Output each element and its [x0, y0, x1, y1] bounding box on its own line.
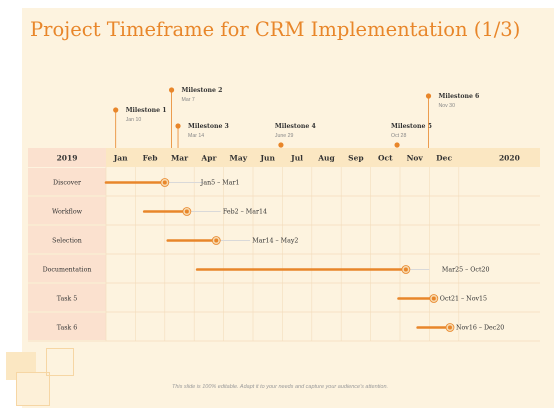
task-label-cell [28, 168, 106, 195]
year-start-label: 2019 [57, 154, 78, 163]
page-title: Project Timeframe for CRM Implementation… [30, 18, 521, 41]
task-name: Workflow [52, 209, 83, 216]
milestone-dot [394, 142, 400, 148]
milestone-date: Nov 30 [439, 103, 456, 109]
task-label-cell [28, 284, 106, 311]
task-end-dot [403, 267, 408, 272]
task-end-dot [447, 325, 452, 330]
month-label-feb: Feb [143, 154, 158, 163]
task-name: Selection [52, 238, 82, 245]
task-label-cell [28, 255, 106, 282]
task-range-label: Oct21 – Nov15 [440, 296, 487, 303]
task-range-label: Jan5 – Mar1 [200, 180, 240, 187]
month-label-nov: Nov [407, 154, 424, 163]
decorative-square-outline [46, 348, 74, 376]
task-range-label: Mar25 – Oct20 [442, 267, 490, 274]
month-label-may: May [230, 154, 248, 163]
milestone-dot [425, 93, 432, 99]
month-label-dec: Dec [436, 154, 452, 163]
milestone-date: Mar 7 [182, 97, 195, 103]
decorative-square [16, 372, 50, 406]
month-label-mar: Mar [171, 154, 189, 163]
task-name: Documentation [43, 267, 92, 274]
task-name: Discover [53, 180, 82, 187]
milestone-title: Milestone 5 [391, 123, 432, 130]
task-label-cell [28, 197, 106, 224]
timeline-header-band [28, 148, 540, 167]
task-end-dot [184, 209, 189, 214]
milestone-dot [113, 107, 119, 113]
task-range-label: Mar14 – May2 [252, 238, 298, 245]
month-label-jun: Jun [259, 154, 275, 163]
milestone-title: Milestone 2 [182, 87, 223, 94]
milestone-dot [175, 123, 181, 129]
milestone-title: Milestone 1 [126, 107, 167, 114]
month-label-aug: Aug [317, 154, 335, 163]
milestone-date: Jan 10 [126, 117, 142, 123]
milestone-title: Milestone 3 [188, 123, 229, 130]
month-label-jan: Jan [113, 154, 128, 163]
milestone-dot [278, 142, 284, 148]
task-name: Task 6 [57, 325, 78, 332]
milestone-date: June 29 [275, 133, 294, 139]
month-label-oct: Oct [378, 154, 393, 163]
month-label-sep: Sep [348, 154, 363, 163]
month-label-jul: Jul [290, 154, 303, 163]
milestone-date: Oct 28 [391, 133, 406, 139]
task-range-label: Nov16 – Dec20 [456, 325, 504, 332]
milestone-title: Milestone 6 [439, 93, 480, 100]
year-start-cell [28, 148, 106, 167]
milestone-date: Mar 14 [188, 133, 204, 139]
task-name: Task 5 [57, 296, 78, 303]
milestone-title: Milestone 4 [275, 123, 317, 130]
task-label-cell [28, 226, 106, 253]
footer-note: This slide is 100% editable. Adapt it to… [171, 384, 389, 390]
task-end-dot [431, 296, 436, 301]
year-end-label: 2020 [499, 154, 520, 163]
task-label-cell [28, 313, 106, 340]
task-end-dot [162, 180, 167, 185]
task-end-dot [214, 238, 219, 243]
month-label-apr: Apr [200, 154, 217, 163]
task-range-label: Feb2 – Mar14 [223, 209, 267, 216]
milestone-dot [168, 87, 175, 93]
